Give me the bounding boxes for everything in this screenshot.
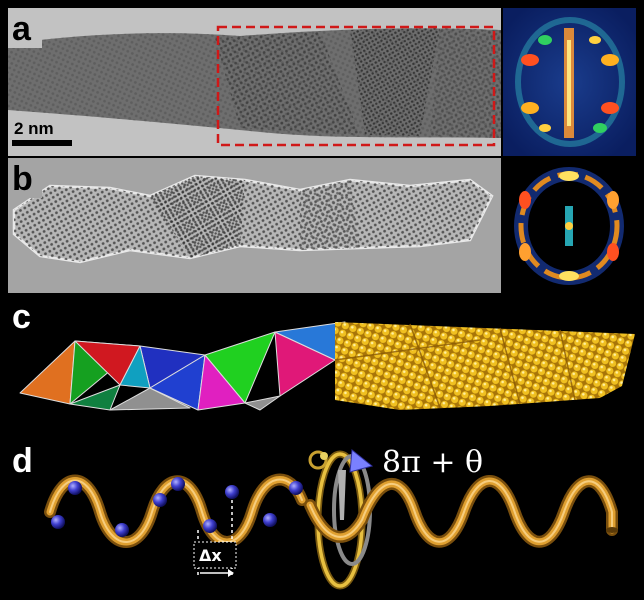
panel-label-b: b: [12, 160, 33, 198]
rotation-arrow-icon: [349, 449, 374, 473]
panel-label-a: a: [12, 10, 32, 48]
panel-d: d Δx: [12, 442, 618, 590]
rotation-label: 8π + θ: [382, 445, 483, 480]
scale-bar: [12, 140, 72, 146]
shift-label: Δx: [199, 546, 222, 565]
panel-a: 2 nm a: [8, 8, 501, 156]
decahedral-facets: [19, 321, 346, 411]
fft-b: [503, 158, 636, 293]
fft-a: [503, 8, 636, 156]
panel-b: b: [8, 158, 501, 293]
gold-atomic-wire: [335, 322, 635, 410]
roi-box: [216, 25, 496, 147]
panel-c: c: [12, 298, 635, 411]
panel-label-c: c: [12, 298, 31, 336]
atom-beads: [51, 477, 303, 537]
panel-label-d: d: [12, 442, 33, 480]
scale-bar-label: 2 nm: [14, 119, 54, 138]
